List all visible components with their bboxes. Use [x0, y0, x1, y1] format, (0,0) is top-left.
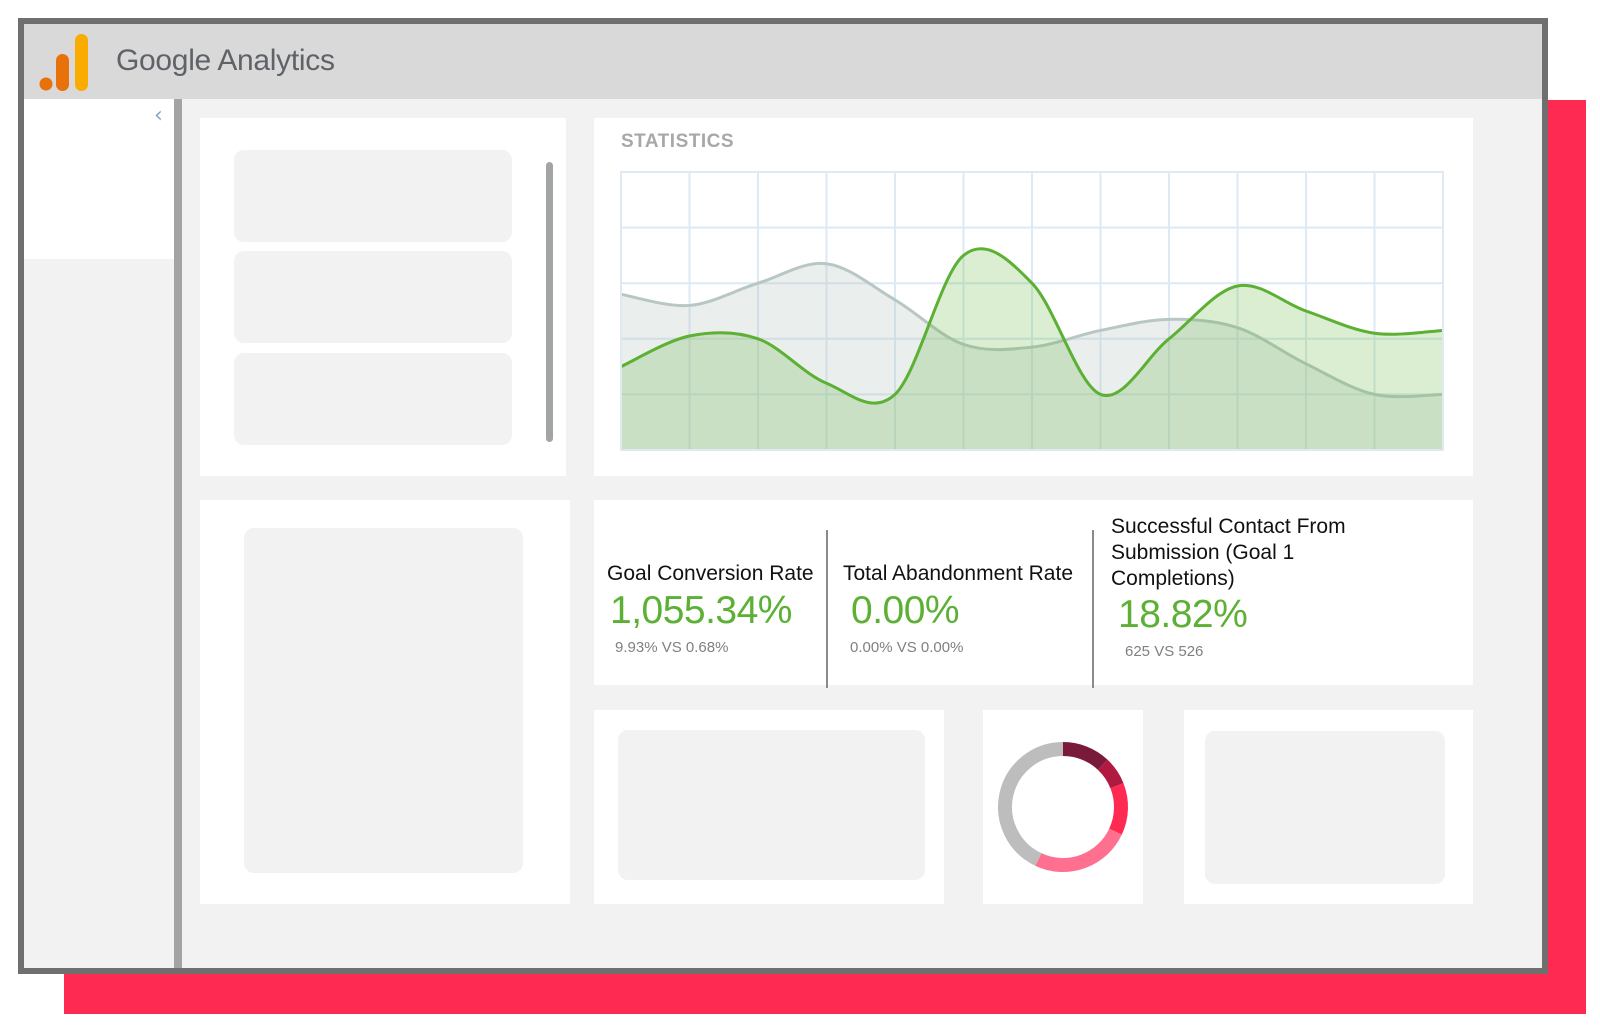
google-analytics-logo-icon	[39, 34, 88, 91]
list-card	[200, 118, 566, 476]
donut-segment-5	[998, 742, 1064, 866]
chevron-left-icon[interactable]: ‹	[154, 103, 163, 128]
bottom-right-card	[1184, 710, 1473, 904]
content-placeholder	[618, 730, 925, 880]
donut-segment-3	[1109, 783, 1128, 835]
content-placeholder	[244, 528, 523, 873]
kpi-divider	[826, 530, 828, 688]
kpi-card: Goal Conversion Rate 1,055.34% 9.93% VS …	[594, 500, 1473, 688]
scrollbar[interactable]	[546, 162, 553, 442]
list-item-placeholder[interactable]	[234, 353, 512, 445]
statistics-chart	[620, 171, 1444, 451]
kpi-compare: 0.00% VS 0.00%	[850, 639, 964, 656]
kpi-label: Goal Conversion Rate	[607, 562, 814, 585]
kpi-compare: 9.93% VS 0.68%	[615, 639, 729, 656]
kpi-value: 0.00%	[851, 589, 960, 632]
kpi-compare: 625 VS 526	[1125, 643, 1204, 660]
left-panel-card	[200, 500, 570, 904]
series-area-1	[621, 263, 1443, 450]
donut-chart	[998, 742, 1128, 872]
bottom-left-card	[594, 710, 944, 904]
kpi-abandonment: Total Abandonment Rate 0.00% 0.00% VS 0.…	[828, 500, 1092, 685]
header-bar: Google Analytics	[24, 24, 1542, 99]
donut-segment-2	[1097, 759, 1124, 789]
list-item-placeholder[interactable]	[234, 150, 512, 242]
chart-border	[620, 171, 1444, 451]
series-line-1	[620, 261, 1444, 399]
statistics-card: STATISTICS	[594, 118, 1473, 476]
sidebar-divider[interactable]	[174, 99, 182, 968]
kpi-value: 18.82%	[1118, 593, 1248, 636]
donut-segment-1	[1062, 742, 1108, 771]
kpi-label: Total Abandonment Rate	[843, 562, 1073, 585]
donut-segment-4	[1035, 828, 1122, 872]
sidebar: ‹	[24, 99, 174, 968]
series-line-2	[620, 247, 1444, 405]
app-window: Google Analytics ‹ STATISTICS Goal Conve…	[18, 18, 1548, 974]
kpi-label: Successful Contact From Submission (Goal…	[1111, 515, 1346, 590]
sidebar-header: ‹	[24, 99, 174, 259]
list-item-placeholder[interactable]	[234, 251, 512, 343]
kpi-goal-completions: Successful Contact From Submission (Goal…	[1094, 500, 1473, 685]
kpi-goal-conversion: Goal Conversion Rate 1,055.34% 9.93% VS …	[594, 500, 826, 685]
kpi-value: 1,055.34%	[610, 589, 793, 632]
series-area-2	[621, 248, 1443, 450]
donut-card	[983, 710, 1143, 904]
statistics-title: STATISTICS	[621, 131, 735, 152]
kpi-divider	[1092, 530, 1094, 688]
app-title: Google Analytics	[116, 44, 335, 77]
content-placeholder	[1205, 731, 1445, 884]
